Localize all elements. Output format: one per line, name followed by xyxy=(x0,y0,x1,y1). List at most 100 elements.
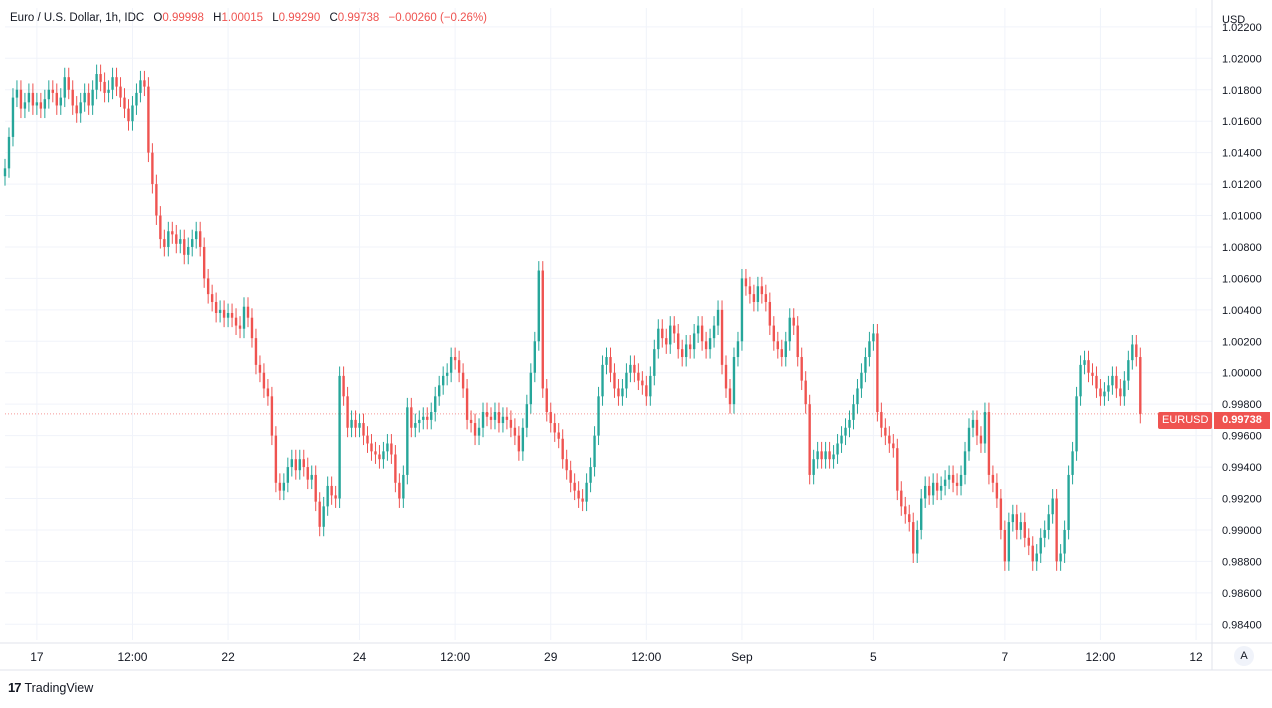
candle-body xyxy=(95,74,98,90)
candle xyxy=(872,324,875,351)
candle-body xyxy=(1007,522,1011,562)
candle xyxy=(497,402,501,433)
candle xyxy=(1035,544,1038,571)
candle xyxy=(83,83,86,112)
symbol-name[interactable]: Euro / U.S. Dollar, 1h, IDC xyxy=(10,12,145,24)
candle xyxy=(398,473,401,508)
candle-body xyxy=(728,388,732,405)
candle-body xyxy=(163,239,166,247)
candle-body xyxy=(589,467,592,483)
candle xyxy=(147,77,150,163)
candle xyxy=(477,418,481,446)
candle-body xyxy=(1047,514,1050,530)
candle xyxy=(513,418,517,446)
tradingview-brand[interactable]: 17 TradingView xyxy=(8,680,93,695)
candle-body xyxy=(338,375,341,499)
candle xyxy=(35,92,39,115)
candle xyxy=(191,229,194,257)
candle xyxy=(892,434,895,458)
candle xyxy=(700,316,704,351)
candle xyxy=(557,423,560,449)
candle xyxy=(617,379,620,406)
candle-body xyxy=(485,412,489,417)
candle-body xyxy=(645,385,648,397)
candle xyxy=(848,410,851,438)
candle xyxy=(430,402,433,430)
candle xyxy=(1111,366,1114,395)
candle xyxy=(920,489,923,540)
candle xyxy=(633,355,636,383)
y-tick-label: 0.99200 xyxy=(1222,494,1262,506)
axes: 1.02200 1.02000 1.01800 1.01600 1.01400 1.012… xyxy=(0,0,1272,671)
candle xyxy=(238,316,242,339)
candle xyxy=(824,441,827,469)
candle xyxy=(334,485,337,508)
candle-body xyxy=(1071,451,1074,475)
candle xyxy=(1115,366,1118,398)
candle-body xyxy=(696,325,700,334)
candle xyxy=(876,324,879,422)
candle-body xyxy=(995,482,999,499)
candle xyxy=(732,347,736,414)
candle xyxy=(609,347,612,383)
candle-body xyxy=(87,92,90,106)
candle xyxy=(752,284,756,312)
candle xyxy=(19,80,23,119)
candle xyxy=(318,492,321,537)
candle-body xyxy=(362,423,365,436)
candle-body xyxy=(1003,529,1007,562)
candle xyxy=(943,470,947,496)
candle-body xyxy=(286,467,290,483)
autoscale-button[interactable]: A xyxy=(1234,646,1254,666)
candle xyxy=(1007,512,1011,571)
candle xyxy=(310,465,313,490)
candle xyxy=(445,363,449,386)
candle-body xyxy=(167,231,170,247)
candle-body xyxy=(1055,498,1058,562)
candle xyxy=(254,328,258,375)
candle-body xyxy=(561,438,564,460)
candle xyxy=(242,297,246,339)
candle xyxy=(1059,544,1062,571)
candle xyxy=(1135,335,1138,367)
candle xyxy=(708,328,712,359)
candle-body xyxy=(159,215,162,240)
candle xyxy=(927,476,931,505)
candle xyxy=(724,355,728,398)
candle-body xyxy=(274,435,278,483)
candle-body xyxy=(187,246,190,255)
candle xyxy=(677,324,680,359)
candle xyxy=(760,276,764,304)
candle xyxy=(808,394,811,485)
candle-body xyxy=(306,467,309,480)
candle-body xyxy=(67,77,70,90)
candle xyxy=(386,434,389,461)
candle xyxy=(716,300,720,336)
candle xyxy=(704,331,708,359)
candle-body xyxy=(47,89,51,100)
candle-body xyxy=(266,388,270,397)
candle xyxy=(736,331,740,367)
candle xyxy=(629,355,632,383)
candle xyxy=(812,449,815,485)
candle-body xyxy=(597,396,600,436)
candle-body xyxy=(374,451,377,455)
candle-body xyxy=(983,412,987,444)
candle xyxy=(187,237,190,265)
y-tick-label: 0.99400 xyxy=(1222,462,1262,474)
candle xyxy=(1067,465,1070,540)
low-label: L xyxy=(272,12,279,24)
candle xyxy=(234,308,238,336)
candle xyxy=(1079,355,1082,406)
candle-body xyxy=(99,74,102,82)
candle-body xyxy=(226,312,230,318)
candle xyxy=(1099,379,1102,406)
candle-body xyxy=(605,357,608,365)
candle xyxy=(975,410,979,446)
candle-body xyxy=(135,92,138,106)
candle xyxy=(1127,350,1130,391)
candle xyxy=(1011,504,1015,532)
candle-body xyxy=(183,239,186,255)
